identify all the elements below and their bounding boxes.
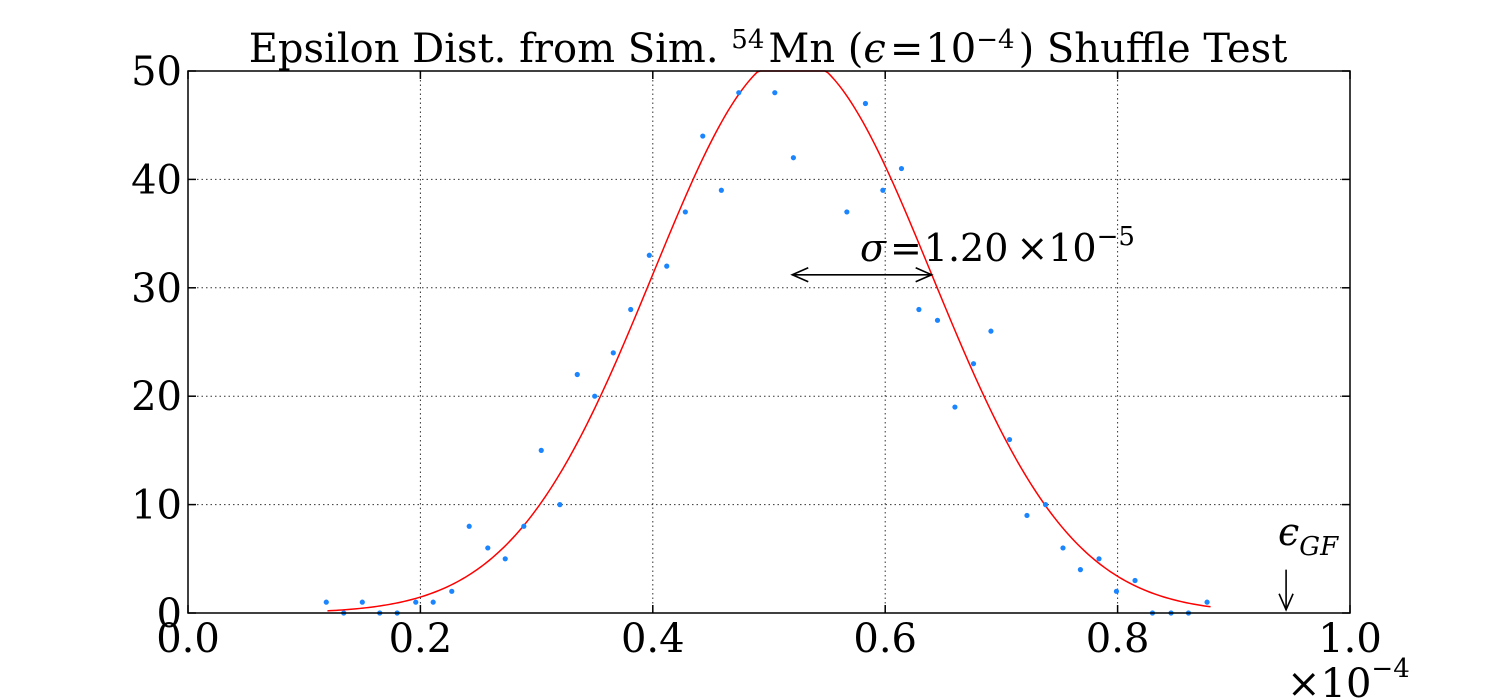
data-point xyxy=(502,556,508,562)
y-tick-labels: 0 10 20 30 40 50 xyxy=(131,49,182,637)
data-point xyxy=(1132,577,1138,584)
data-point xyxy=(1204,599,1210,605)
sigma-annotation: σ =1.20 ×10−5 xyxy=(860,222,1135,270)
y-tick-label: 50 xyxy=(131,49,182,95)
data-point xyxy=(323,599,329,605)
data-point xyxy=(466,523,472,529)
data-point xyxy=(1113,588,1120,594)
data-point xyxy=(1060,545,1066,551)
fit-curve-layer xyxy=(327,70,1211,612)
plot-frame xyxy=(187,70,1351,614)
data-point xyxy=(736,90,742,96)
title-epsilon-symbol: ϵ xyxy=(863,26,885,72)
data-point xyxy=(700,133,706,139)
data-point xyxy=(952,404,958,410)
data-point xyxy=(430,599,436,605)
x-axis-multiplier: ×10−4 xyxy=(1287,654,1410,700)
data-point xyxy=(1024,512,1030,519)
data-point xyxy=(862,100,869,107)
x-tick-label: 0.0 xyxy=(156,616,220,662)
gaussian-fit-line xyxy=(327,70,1211,612)
data-point xyxy=(449,588,455,594)
x-tick-label: 0.8 xyxy=(1086,616,1150,662)
y-tick-label: 40 xyxy=(131,157,182,203)
title-epsilon-base: 10 xyxy=(925,26,976,72)
data-point xyxy=(682,209,688,215)
data-point xyxy=(880,187,886,193)
data-point xyxy=(934,317,941,323)
data-point xyxy=(610,350,616,356)
data-point xyxy=(485,545,491,551)
data-point xyxy=(557,502,563,508)
y-tick-label: 20 xyxy=(131,374,182,420)
x-tick-label: 0.6 xyxy=(853,616,917,662)
data-point xyxy=(538,447,544,453)
grid-lines xyxy=(188,71,1350,613)
data-point xyxy=(664,263,670,269)
data-point xyxy=(916,306,922,313)
title-equals: = xyxy=(890,26,924,72)
title-epsilon-exponent: −4 xyxy=(976,25,1014,55)
title-isotope-mass: 54 xyxy=(731,25,764,55)
data-point xyxy=(790,155,797,161)
data-point xyxy=(988,328,994,334)
data-point xyxy=(1006,436,1013,443)
title-tail: ) Shuffle Test xyxy=(1019,26,1288,72)
data-point xyxy=(844,209,850,215)
axis-ticks xyxy=(187,70,1351,614)
data-point xyxy=(1077,567,1084,573)
epsilon-gf-label: ϵGF xyxy=(1278,510,1339,562)
y-tick-label: 30 xyxy=(131,266,182,312)
title-main: Epsilon Dist. from Sim. xyxy=(249,26,732,72)
data-point xyxy=(646,252,652,258)
x-tick-labels: 0.0 0.2 0.4 0.6 0.8 1.0 xyxy=(156,616,1382,662)
x-tick-label: 0.4 xyxy=(621,616,685,662)
data-point xyxy=(898,165,905,172)
y-tick-label: 0 xyxy=(157,591,182,637)
y-tick-label: 10 xyxy=(131,483,182,529)
data-point xyxy=(772,90,778,96)
data-point xyxy=(592,393,598,399)
x-tick-label: 0.2 xyxy=(389,616,453,662)
data-point xyxy=(574,371,580,378)
data-point xyxy=(1042,502,1049,508)
data-point xyxy=(359,599,365,605)
x-tick-label: 1.0 xyxy=(1318,616,1382,662)
data-point xyxy=(413,599,419,605)
chart-title: Epsilon Dist. from Sim. 54 Mn (ϵ =10−4) Sh… xyxy=(249,25,1288,72)
title-isotope: Mn ( xyxy=(768,26,863,72)
data-points-layer xyxy=(323,90,1210,616)
data-point xyxy=(521,523,527,529)
data-point xyxy=(718,187,724,193)
data-point xyxy=(970,361,977,367)
data-point xyxy=(628,306,634,313)
data-point xyxy=(1096,556,1102,562)
